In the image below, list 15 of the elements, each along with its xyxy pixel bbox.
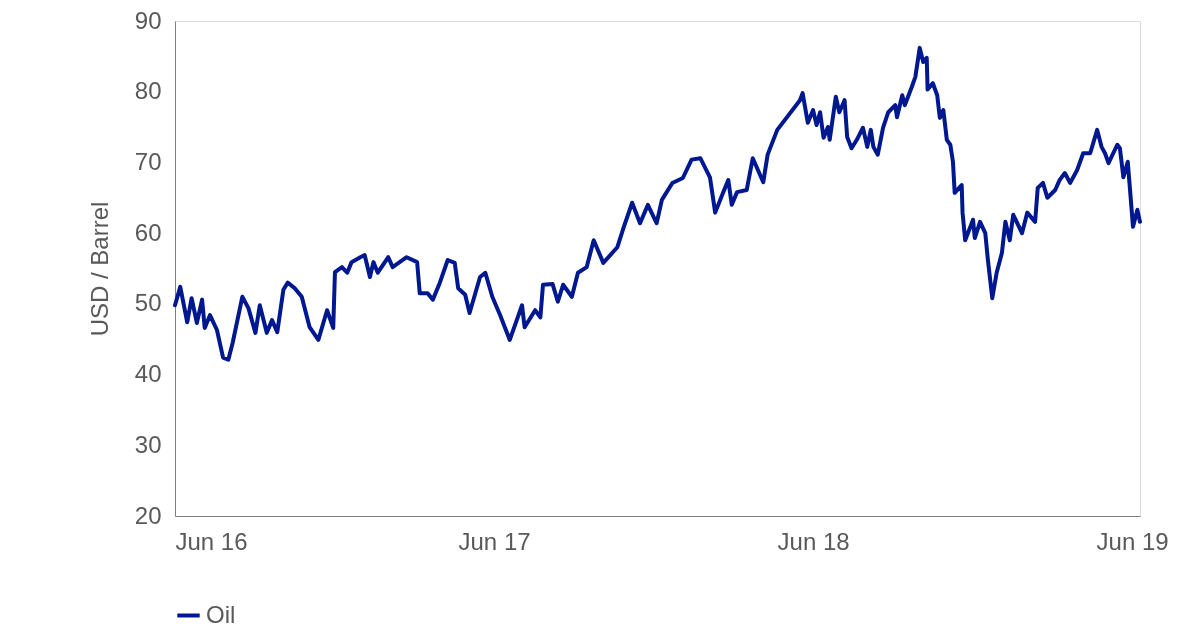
y-tick-label: 80 (134, 77, 162, 105)
x-tick-label: Jun 17 (458, 527, 531, 555)
x-tick-label: Jun 19 (1096, 527, 1169, 555)
y-tick-label: 70 (134, 147, 162, 175)
y-axis-title: USD / Barrel (85, 201, 113, 337)
y-tick-label: 60 (134, 218, 162, 246)
y-tick-label: 20 (134, 501, 162, 529)
y-tick-label: 40 (134, 360, 162, 388)
x-tick-label: Jun 16 (175, 527, 248, 555)
line-series (173, 45, 1142, 362)
x-tick-label: Jun 18 (777, 527, 850, 555)
legend-label: Oil (206, 600, 236, 628)
y-tick-label: 90 (134, 6, 162, 34)
y-tick-label: 50 (134, 289, 162, 317)
y-tick-label: 30 (134, 430, 162, 458)
